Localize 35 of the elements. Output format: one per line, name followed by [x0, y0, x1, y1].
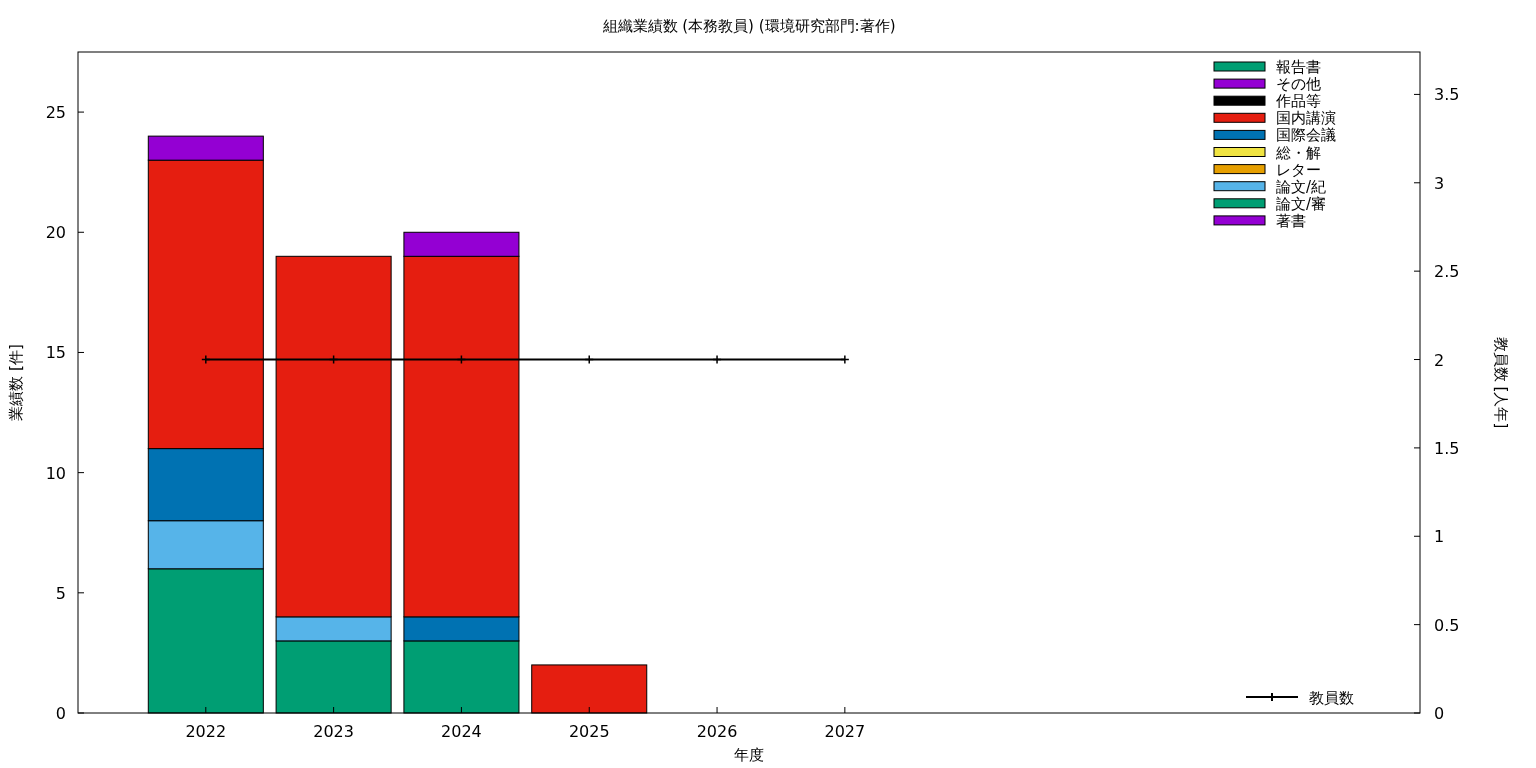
y2-tick-label: 3	[1434, 173, 1445, 193]
y2-axis-title: 教員数 [人年]	[1492, 336, 1510, 429]
legend-label: 作品等	[1275, 92, 1321, 111]
x-axis-title: 年度	[734, 746, 764, 764]
x-tick-label: 2022	[185, 722, 227, 741]
y-tick-label: 20	[45, 223, 66, 243]
x-tick-label: 2025	[568, 722, 610, 741]
y-tick-label: 15	[45, 343, 66, 363]
legend-label: レター	[1276, 160, 1321, 179]
legend-label: 教員数	[1309, 689, 1354, 707]
y-tick-label: 0	[55, 704, 66, 723]
y2-tick-label: 2.5	[1434, 262, 1460, 282]
y2-tick-label: 0.5	[1434, 615, 1460, 635]
chart-title: 組織業績数 (本務教員) (環境研究部門:著作)	[601, 17, 896, 35]
legend-label: 論文/紀	[1276, 177, 1327, 196]
y-tick-label: 25	[45, 103, 66, 123]
y-tick-label: 5	[55, 583, 66, 603]
x-tick-label: 2026	[696, 722, 738, 741]
y-tick-label: 10	[45, 463, 66, 483]
legend-label: 総・解	[1275, 143, 1321, 162]
x-tick-label: 2027	[824, 722, 866, 741]
y2-tick-label: 0	[1434, 704, 1445, 723]
legend-label: 著書	[1276, 211, 1306, 230]
legend-label: 報告書	[1276, 58, 1321, 76]
legend-label: 論文/審	[1276, 194, 1327, 213]
y2-tick-label: 1	[1434, 527, 1445, 547]
y2-tick-label: 2	[1434, 350, 1445, 370]
y-axis-title: 業績数 [件]	[7, 344, 25, 421]
legend-label: 国内講演	[1276, 109, 1336, 128]
legend-label: 国際会議	[1276, 126, 1336, 145]
y2-tick-label: 3.5	[1434, 85, 1460, 105]
y2-tick-label: 1.5	[1434, 438, 1460, 458]
x-tick-label: 2023	[313, 722, 354, 741]
x-tick-label: 2024	[441, 722, 482, 741]
legend-label: その他	[1276, 75, 1321, 94]
